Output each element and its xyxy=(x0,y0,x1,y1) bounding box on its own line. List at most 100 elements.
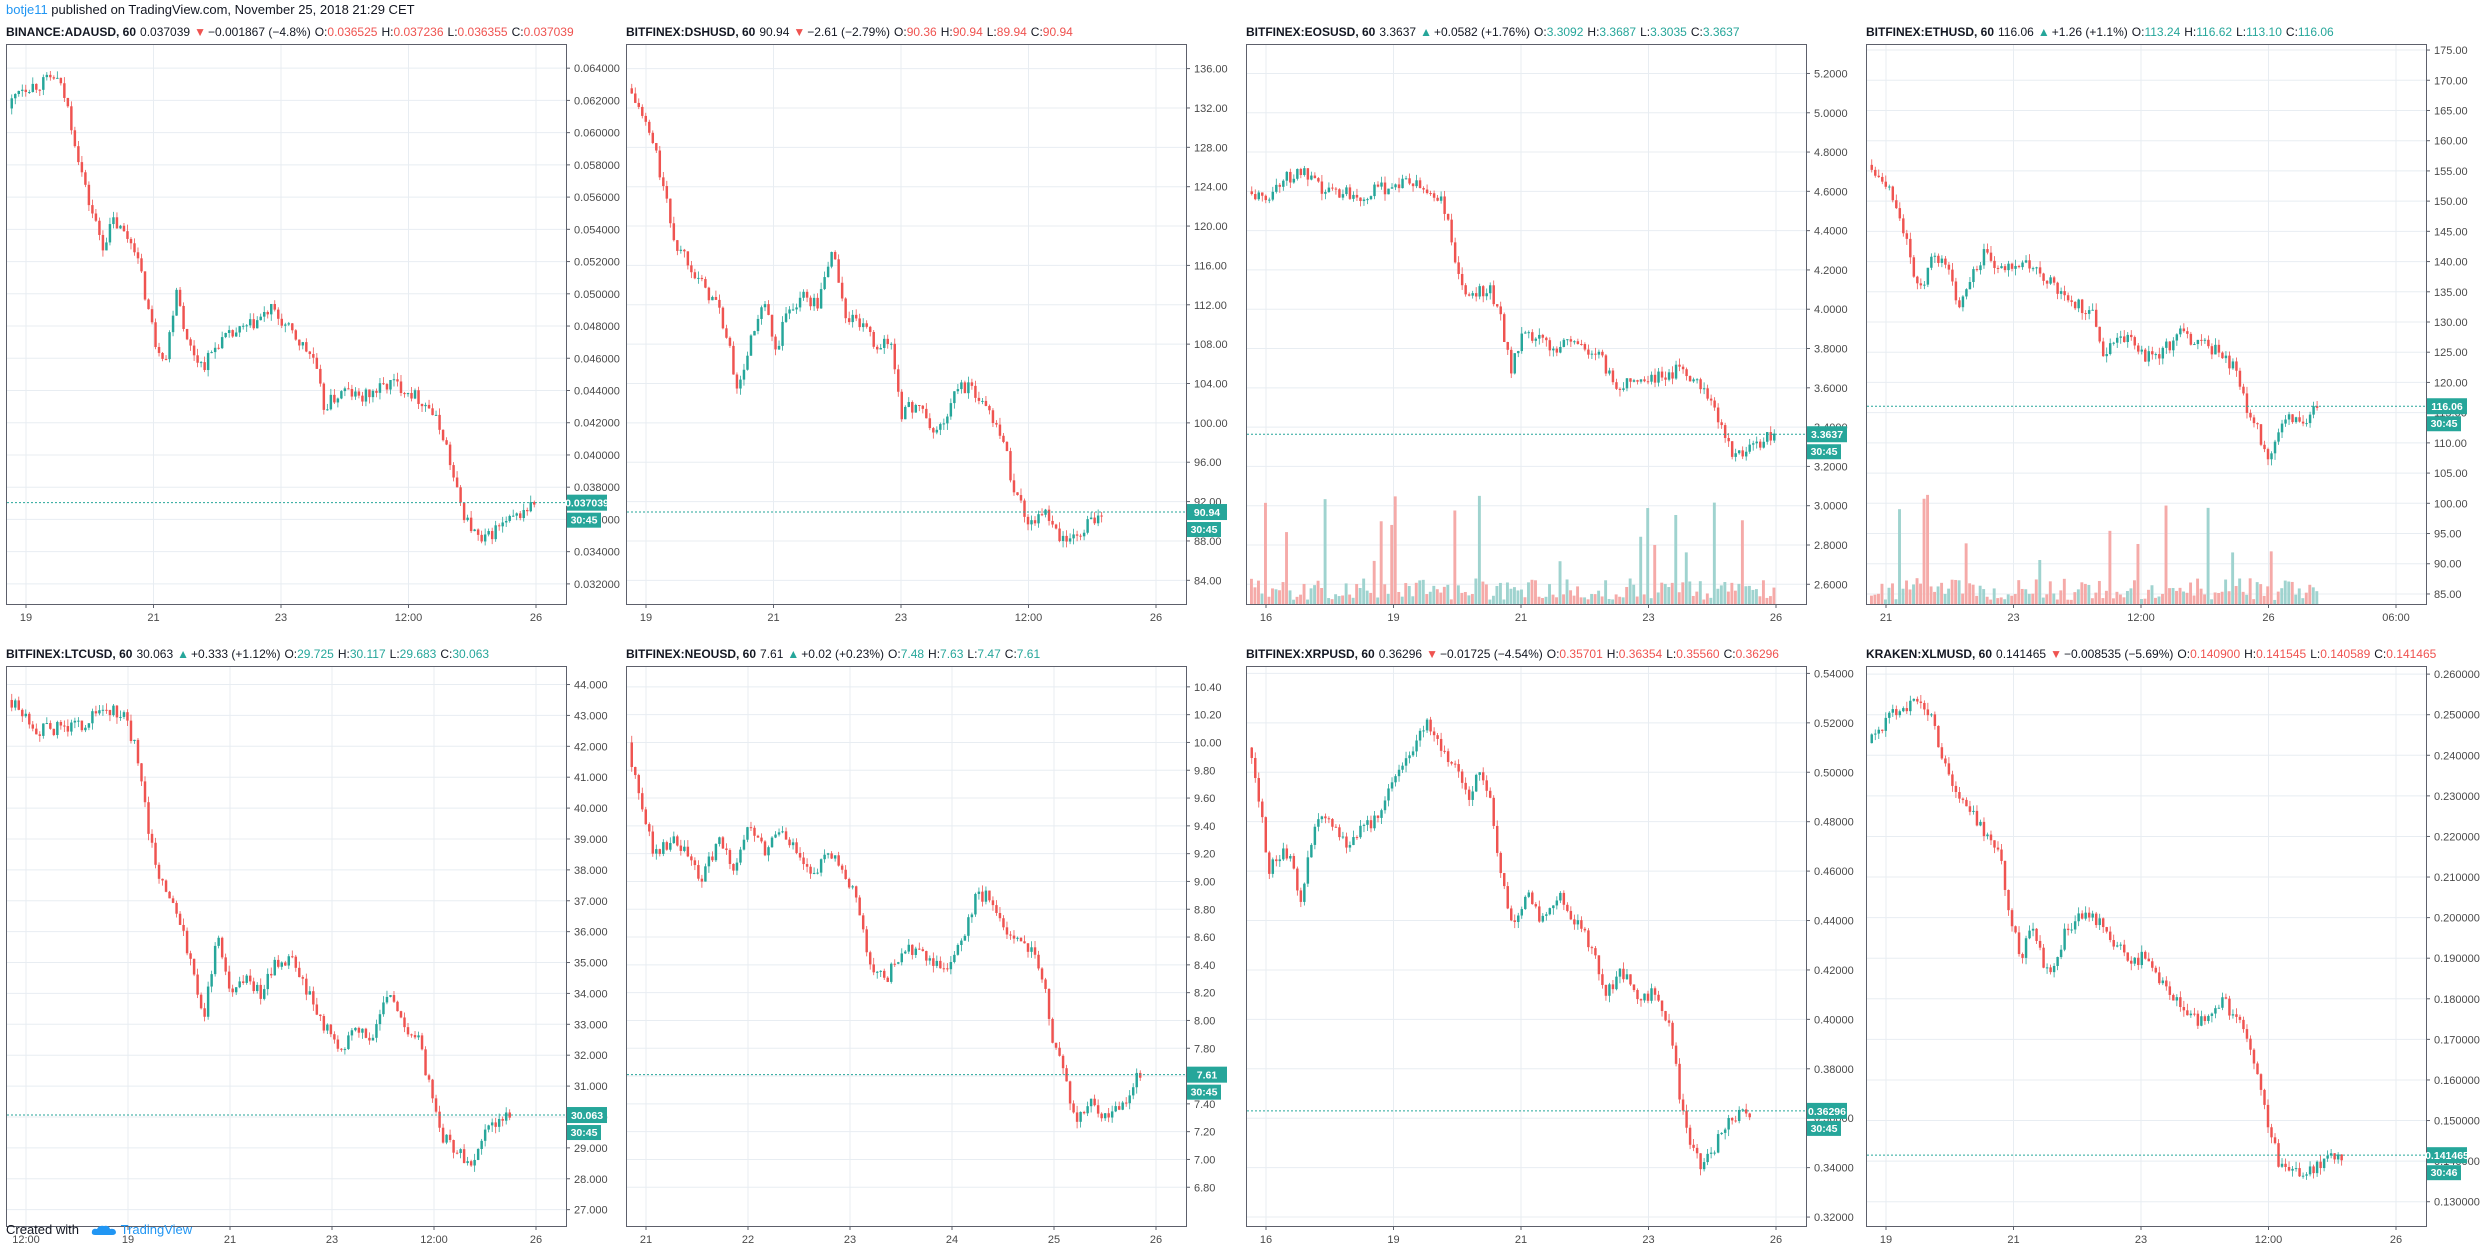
volume-bar xyxy=(1744,586,1748,604)
chart-svg[interactable]: 0.2600000.2500000.2400000.2300000.220000… xyxy=(1866,666,2480,1256)
chart-panel[interactable]: BINANCE:ADAUSD, 60 0.037039 ▼ −0.001867 (−4… xyxy=(6,25,620,634)
chart-svg[interactable]: 136.00132.00128.00124.00120.00116.00112.… xyxy=(626,44,1240,634)
candle-body xyxy=(1310,844,1313,858)
candle-body xyxy=(2126,952,2129,961)
price-change: +0.333 (+1.12%) xyxy=(191,647,281,661)
candle-body xyxy=(497,525,501,527)
candle-body xyxy=(798,297,802,308)
price-change: +0.0582 (+1.76%) xyxy=(1433,25,1531,39)
candle-body xyxy=(2126,334,2129,343)
candle-body xyxy=(1429,719,1432,732)
ohlc-value: 0.037039 xyxy=(523,25,574,39)
candle-body xyxy=(2070,300,2073,302)
candle-body xyxy=(1744,451,1748,457)
candle-body xyxy=(893,963,896,965)
volume-bar xyxy=(1768,596,1772,604)
candle-body xyxy=(1397,769,1401,777)
candle-body xyxy=(1401,178,1404,189)
candle-body xyxy=(988,890,991,901)
candle-body xyxy=(185,930,189,954)
chart-svg[interactable]: 5.20005.00004.80004.60004.40004.20004.00… xyxy=(1246,44,1860,634)
y-tick-label: 0.260000 xyxy=(2434,669,2480,681)
candle-body xyxy=(784,313,788,322)
ohlc-h: H:0.36354 xyxy=(1607,647,1662,661)
y-tick-label: 40.000 xyxy=(574,803,608,815)
candle-body xyxy=(206,352,210,371)
chart-panel[interactable]: BITFINEX:EOSUSD, 60 3.3637 ▲ +0.0582 (+1.76… xyxy=(1246,25,1860,634)
volume-bar xyxy=(1758,596,1762,604)
candle-body xyxy=(522,509,525,519)
chart-panel[interactable]: BITFINEX:DSHUSD, 60 90.94 ▼ −2.61 (−2.79%) O… xyxy=(626,25,1240,634)
candle-body xyxy=(1450,219,1453,243)
x-tick-label: 06:00 xyxy=(2382,612,2410,624)
candle-body xyxy=(1089,1098,1093,1107)
candle-body xyxy=(98,220,101,235)
candle-body xyxy=(2266,449,2270,460)
y-tick-label: 0.046000 xyxy=(574,353,620,365)
chart-svg[interactable]: 10.4010.2010.009.809.609.409.209.008.808… xyxy=(626,666,1240,1256)
candle-body xyxy=(1411,751,1415,756)
candle-body xyxy=(690,856,693,861)
tradingview-logo-link[interactable]: TradingView xyxy=(91,1222,192,1237)
up-arrow-icon: ▲ xyxy=(787,647,800,661)
ohlc-key: L: xyxy=(2310,647,2321,661)
candle-body xyxy=(2287,1166,2291,1171)
candle-body xyxy=(129,238,133,244)
last-price-badge xyxy=(1187,504,1227,521)
ohlc-key: C: xyxy=(2285,25,2298,39)
volume-bar xyxy=(2006,594,2010,604)
plot-frame xyxy=(6,44,567,605)
chart-panel[interactable]: BITFINEX:NEOUSD, 60 7.61 ▲ +0.02 (+0.23%) O:… xyxy=(626,647,1240,1256)
volume-bar xyxy=(2147,589,2150,604)
volume-bar xyxy=(1292,599,1295,604)
y-tick-label: 2.8000 xyxy=(1814,540,1848,552)
volume-bar xyxy=(1646,508,1650,604)
candle-body xyxy=(340,1048,343,1050)
chart-svg[interactable]: 0.0640000.0620000.0600000.0580000.056000… xyxy=(6,44,620,634)
candle-body xyxy=(1608,370,1611,374)
candle-body xyxy=(725,328,728,338)
candle-body xyxy=(2035,928,2038,941)
candle-body xyxy=(802,291,805,298)
candle-body xyxy=(189,339,192,346)
candle-body xyxy=(883,338,886,348)
volume-bar xyxy=(1702,599,1706,604)
candle-body xyxy=(1436,197,1439,201)
candle-body xyxy=(854,886,858,898)
y-tick-label: 120.00 xyxy=(1194,221,1228,233)
candle-body xyxy=(2273,441,2277,454)
chart-svg[interactable]: 0.540000.520000.500000.480000.460000.440… xyxy=(1246,666,1860,1256)
author-link[interactable]: botje11 xyxy=(6,2,48,17)
candle-body xyxy=(777,832,781,835)
ohlc-value: 29.683 xyxy=(399,647,437,661)
candle-body xyxy=(1446,213,1450,220)
candle-body xyxy=(704,866,707,882)
candle-body xyxy=(410,1034,413,1036)
last-price-badge-label: 90.94 xyxy=(1194,507,1220,519)
x-tick-label: 23 xyxy=(1642,1234,1654,1246)
candle-body xyxy=(700,277,704,280)
chart-svg[interactable]: 175.00170.00165.00160.00155.00150.00145.… xyxy=(1866,44,2480,634)
candle-body xyxy=(1047,509,1051,521)
candle-body xyxy=(1030,947,1033,952)
ohlc-l: L:29.683 xyxy=(390,647,437,661)
chart-panel[interactable]: BITFINEX:XRPUSD, 60 0.36296 ▼ −0.01725 (−4.… xyxy=(1246,647,1860,1256)
chart-panel[interactable]: KRAKEN:XLMUSD, 60 0.141465 ▼ −0.008535 (−5.… xyxy=(1866,647,2480,1256)
candle-body xyxy=(1601,351,1604,356)
candle-body xyxy=(487,1125,490,1130)
candle-body xyxy=(38,734,42,736)
chart-panel[interactable]: BITFINEX:ETHUSD, 60 116.06 ▲ +1.26 (+1.1%) O… xyxy=(1866,25,2480,634)
candle-body xyxy=(2059,291,2063,294)
candle-body xyxy=(1404,758,1408,766)
candle-body xyxy=(305,342,308,352)
chart-svg[interactable]: 44.00043.00042.00041.00040.00039.00038.0… xyxy=(6,666,620,1256)
candle-body xyxy=(1766,432,1769,442)
volume-bar xyxy=(1530,579,1534,604)
x-tick-label: 23 xyxy=(844,1234,856,1246)
chart-panel[interactable]: BITFINEX:LTCUSD, 60 30.063 ▲ +0.333 (+1.12%… xyxy=(6,647,620,1256)
candle-body xyxy=(199,994,203,1009)
x-tick-label: 26 xyxy=(2390,1234,2402,1246)
volume-bar xyxy=(1351,597,1355,604)
candle-body xyxy=(1933,255,1937,257)
volume-bar xyxy=(1278,590,1281,604)
